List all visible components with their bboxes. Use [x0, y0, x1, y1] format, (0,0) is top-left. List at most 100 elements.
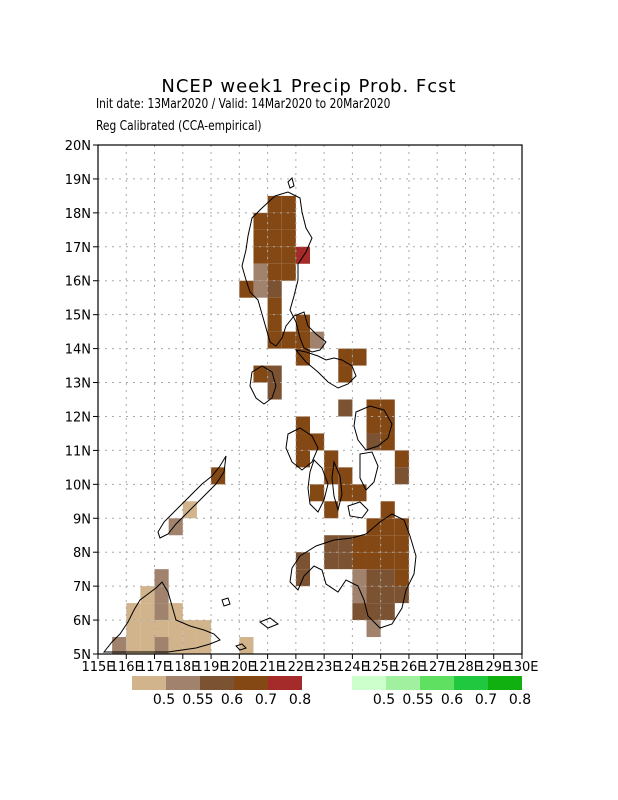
- x-axis-ticks: 115E116E117E118E119E120E121E122E123E124E…: [81, 654, 539, 675]
- sulu-islands-coastline: [221, 597, 280, 651]
- y-tick-label: 7N: [73, 580, 91, 595]
- probability-cell: [154, 569, 169, 587]
- y-tick-label: 11N: [65, 444, 91, 459]
- probability-cell: [394, 535, 409, 553]
- palawan-coastline: [157, 455, 227, 539]
- probability-cell: [338, 399, 353, 417]
- probability-cell: [154, 637, 169, 654]
- probability-cell: [295, 246, 310, 264]
- y-tick-label: 19N: [65, 173, 91, 188]
- probability-cell: [267, 246, 282, 264]
- x-tick-label: 125E: [364, 660, 397, 675]
- y-tick-label: 8N: [73, 546, 91, 561]
- probability-cell: [380, 569, 395, 587]
- x-tick-label: 119E: [195, 660, 228, 675]
- legend-label: 0.7: [474, 692, 498, 708]
- y-tick-label: 10N: [65, 478, 91, 493]
- mindoro-coastline: [249, 365, 277, 405]
- probability-cell: [253, 263, 268, 281]
- probability-cell: [267, 331, 282, 349]
- probability-cell: [366, 518, 381, 536]
- probability-cell: [196, 620, 212, 638]
- legend-label: 0.8: [288, 692, 312, 708]
- probability-cell: [352, 484, 367, 502]
- legend-label: 0.55: [182, 692, 214, 708]
- probability-cell: [295, 450, 310, 468]
- probability-cell: [352, 552, 367, 570]
- y-tick-label: 6N: [73, 614, 91, 629]
- y-axis-ticks: 5N 6N 7N 8N 9N 10N 11N 12N 13N 14N 15N 16N 17N 18N 19N…: [65, 139, 98, 663]
- panay-coastline: [285, 427, 319, 471]
- x-tick-label: 115E: [81, 660, 114, 675]
- probability-cell: [366, 552, 381, 570]
- probability-cell: [380, 518, 395, 536]
- x-tick-label: 122E: [279, 660, 312, 675]
- probability-cell: [324, 501, 339, 519]
- probability-cell: [394, 450, 409, 468]
- y-tick-label: 9N: [73, 512, 91, 527]
- x-tick-label: 117E: [138, 660, 171, 675]
- probability-cell: [267, 365, 282, 383]
- probability-cell: [281, 229, 296, 247]
- probability-cell: [338, 365, 353, 383]
- probability-cell: [366, 535, 381, 553]
- gridlines: [98, 145, 522, 654]
- x-tick-label: 121E: [251, 660, 284, 675]
- probability-cell: [140, 620, 155, 638]
- probability-cell: [253, 246, 268, 264]
- y-tick-label: 13N: [65, 377, 91, 392]
- legend-label: 0.6: [220, 692, 244, 708]
- legend-label: 0.8: [508, 692, 532, 708]
- probability-cell: [182, 620, 197, 638]
- cebu-coastline: [331, 460, 343, 512]
- probability-cell: [380, 535, 395, 553]
- legend-label: 0.5: [152, 692, 176, 708]
- probability-cell: [352, 348, 367, 366]
- y-tick-label: 16N: [65, 275, 91, 290]
- legend-dry-colorbar: [132, 676, 302, 690]
- legend-swatch: [454, 676, 488, 690]
- x-tick-label: 116E: [110, 660, 143, 675]
- probability-cell: [380, 399, 395, 417]
- probability-cells: [112, 195, 409, 654]
- probability-cell: [253, 365, 268, 383]
- probability-cell: [295, 416, 310, 434]
- probability-cell: [253, 212, 268, 230]
- probability-cell: [366, 569, 381, 587]
- probability-cell: [112, 637, 127, 654]
- legend-swatch: [166, 676, 200, 690]
- samar-coastline: [353, 405, 393, 451]
- y-tick-label: 5N: [73, 648, 91, 663]
- probability-cell: [239, 280, 254, 298]
- probability-cell: [324, 552, 339, 570]
- x-tick-label: 118E: [166, 660, 199, 675]
- probability-cell: [281, 212, 296, 230]
- probability-cell: [267, 212, 282, 230]
- mindanao-coastline: [289, 513, 417, 629]
- probability-cell: [253, 229, 268, 247]
- luzon-south-coastline: [294, 349, 357, 389]
- legend-swatch: [420, 676, 454, 690]
- probability-cell: [267, 314, 282, 332]
- x-tick-label: 120E: [223, 660, 256, 675]
- probability-cell: [338, 348, 353, 366]
- probability-cell: [267, 229, 282, 247]
- map-title: NCEP week1 Precip Prob. Fcst: [161, 76, 457, 97]
- x-tick-label: 130E: [505, 660, 538, 675]
- luzon-coastline: [241, 191, 327, 353]
- probability-cell: [168, 518, 183, 536]
- probability-cell: [154, 620, 169, 638]
- probability-cell: [281, 331, 296, 349]
- x-tick-label: 123E: [308, 660, 341, 675]
- probability-cell: [126, 620, 141, 638]
- legend-label: 0.6: [440, 692, 464, 708]
- legend-swatch: [386, 676, 420, 690]
- probability-cell: [310, 433, 325, 451]
- probability-cell: [338, 552, 353, 570]
- probability-cell: [267, 297, 282, 315]
- map-frame: [97, 144, 523, 655]
- probability-cell: [394, 569, 409, 587]
- probability-cell: [324, 467, 339, 485]
- probability-cell: [126, 637, 141, 654]
